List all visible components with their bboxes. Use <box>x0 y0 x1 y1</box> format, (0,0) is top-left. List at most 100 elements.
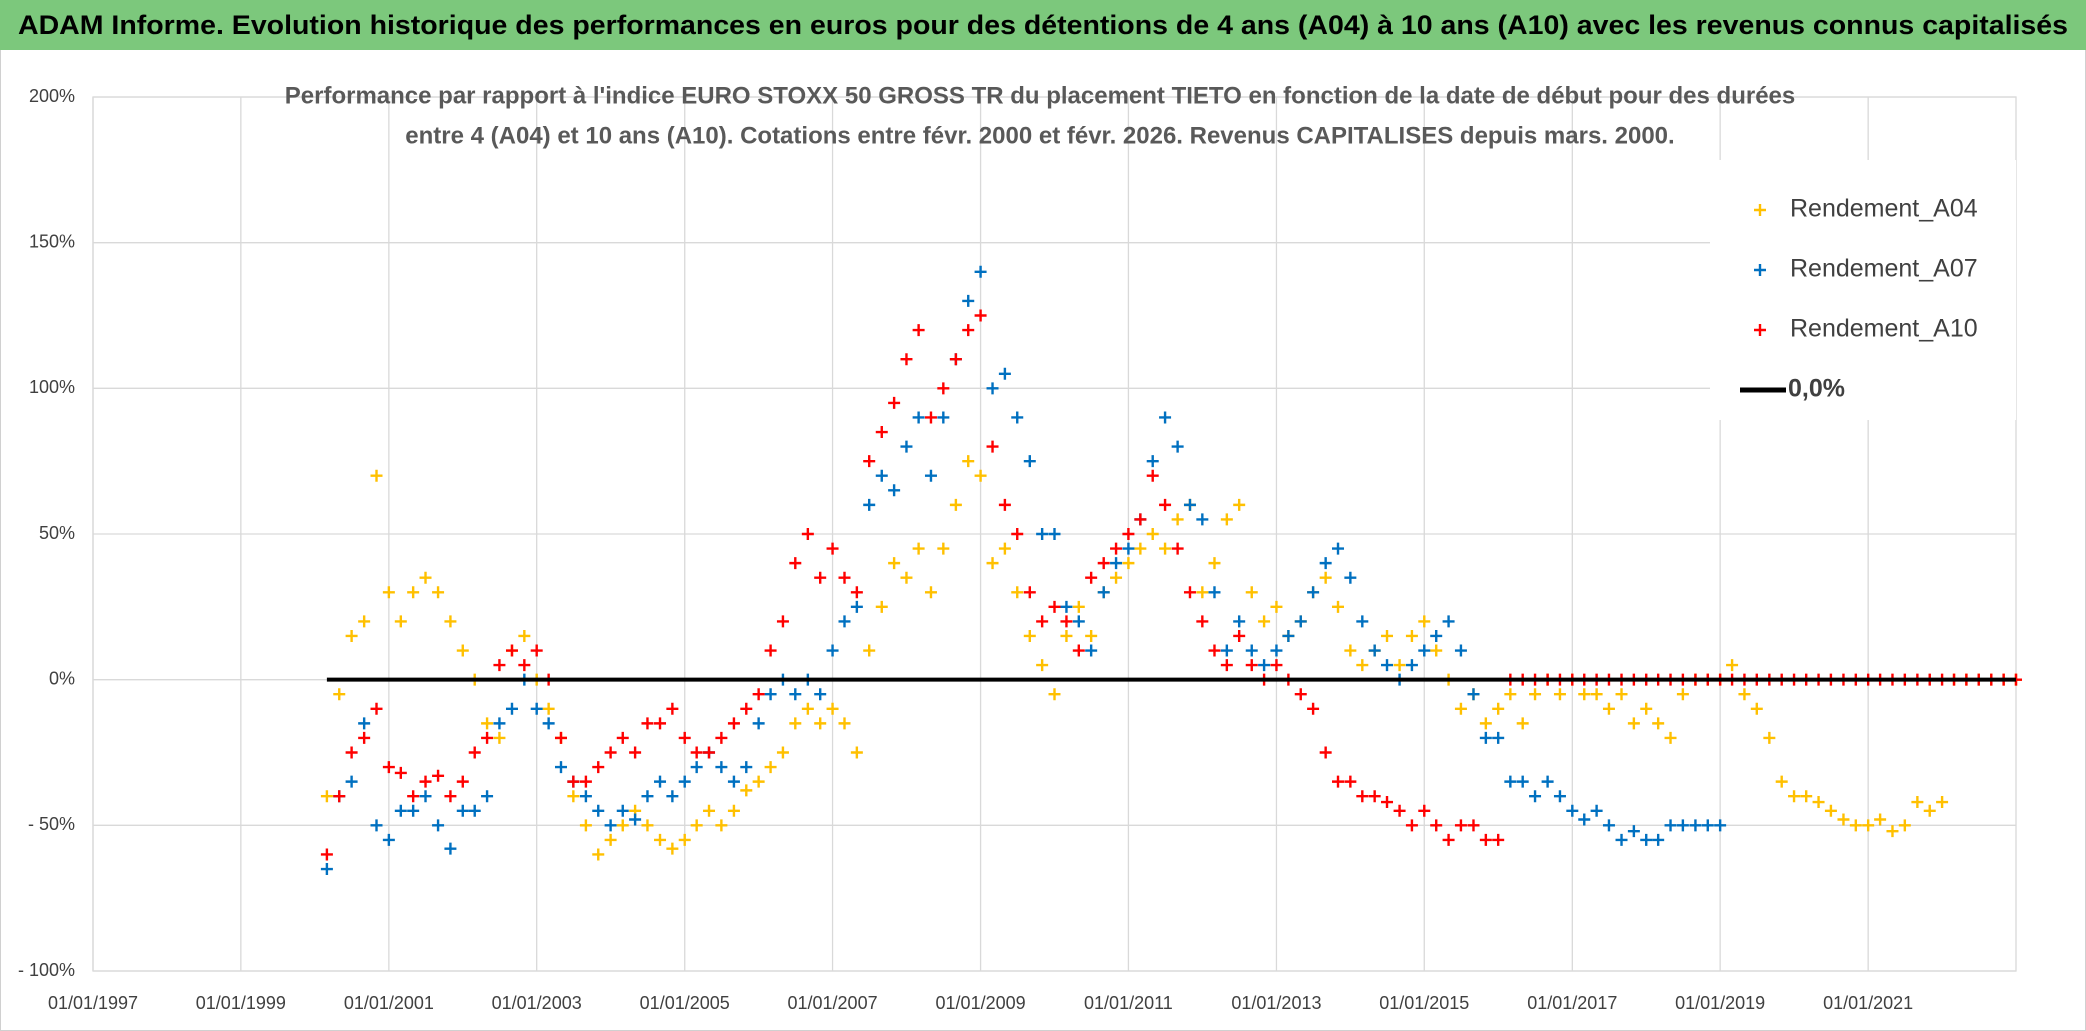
data-point <box>789 557 802 570</box>
data-point <box>690 819 703 832</box>
data-point <box>1282 629 1295 642</box>
data-point <box>616 731 629 744</box>
data-point <box>1590 688 1603 701</box>
data-point <box>1886 825 1899 838</box>
data-point <box>814 717 827 730</box>
data-point <box>358 615 371 628</box>
data-point <box>1048 528 1061 540</box>
y-tick-label: 200% <box>29 86 75 106</box>
data-point <box>468 804 481 817</box>
data-point <box>1319 557 1332 570</box>
data-point <box>826 702 839 715</box>
data-point <box>1381 659 1394 672</box>
data-point <box>690 761 703 774</box>
data-point <box>1738 688 1751 701</box>
data-point <box>1529 790 1542 803</box>
data-point <box>1405 659 1418 672</box>
data-point <box>654 833 667 846</box>
data-point <box>1492 833 1505 846</box>
data-point <box>1270 659 1283 672</box>
data-point <box>530 702 543 715</box>
data-point <box>1036 528 1049 540</box>
data-point <box>888 484 901 497</box>
data-point <box>1011 528 1024 540</box>
data-point <box>1405 819 1418 832</box>
data-point <box>974 469 987 482</box>
data-point <box>1368 790 1381 803</box>
data-point <box>1454 819 1467 832</box>
data-point <box>727 804 740 817</box>
data-point <box>1171 542 1184 555</box>
y-tick-label: 50% <box>39 523 75 543</box>
data-point <box>1701 819 1714 832</box>
data-point <box>838 615 851 628</box>
data-point <box>641 717 654 730</box>
x-tick-label: 01/01/2011 <box>1084 993 1173 1013</box>
data-point <box>789 688 802 701</box>
data-point <box>1418 804 1431 817</box>
data-point <box>320 848 333 861</box>
data-point <box>1233 615 1246 628</box>
data-point <box>752 775 765 788</box>
data-point <box>764 644 777 657</box>
data-point <box>567 775 580 788</box>
data-point <box>727 717 740 730</box>
data-point <box>1085 571 1098 584</box>
data-point <box>1220 513 1233 526</box>
data-point <box>1344 775 1357 788</box>
data-point <box>456 775 469 788</box>
data-point <box>715 731 728 744</box>
chart-title: ADAM Informe. Evolution historique des p… <box>18 10 2068 40</box>
data-point <box>875 426 888 439</box>
data-point <box>740 761 753 774</box>
data-point <box>481 790 494 803</box>
data-point <box>1775 775 1788 788</box>
data-point <box>518 659 531 672</box>
data-point <box>592 804 605 817</box>
data-point <box>888 557 901 570</box>
data-point <box>358 731 371 744</box>
data-point <box>1602 702 1615 715</box>
data-point <box>1146 455 1159 468</box>
x-tick-label: 01/01/2001 <box>344 993 434 1013</box>
data-point <box>863 455 876 468</box>
data-point <box>1578 813 1591 826</box>
data-point <box>776 615 789 628</box>
data-point <box>1294 688 1307 701</box>
data-point <box>703 746 716 759</box>
chart-subtitle: Performance par rapport à l'indice EURO … <box>285 82 1795 109</box>
x-tick-label: 01/01/2005 <box>640 993 730 1013</box>
data-point <box>345 775 358 788</box>
data-point <box>1849 819 1862 832</box>
data-point <box>579 819 592 832</box>
data-point <box>1183 498 1196 511</box>
data-point <box>641 819 654 832</box>
data-point <box>814 688 827 701</box>
data-point <box>1036 615 1049 628</box>
data-point <box>1788 790 1801 803</box>
data-point <box>1319 746 1332 759</box>
data-point <box>629 746 642 759</box>
x-tick-label: 01/01/1999 <box>196 993 286 1013</box>
legend-swatch <box>1754 204 1766 216</box>
data-point <box>567 790 580 803</box>
data-point <box>949 353 962 366</box>
data-point <box>678 775 691 788</box>
data-point <box>1615 688 1628 701</box>
x-tick-label: 01/01/2021 <box>1823 993 1913 1013</box>
data-point <box>1356 790 1369 803</box>
data-point <box>1110 542 1123 555</box>
data-point <box>850 746 863 759</box>
x-tick-label: 01/01/2013 <box>1231 993 1321 1013</box>
y-tick-label: 0% <box>49 668 75 688</box>
data-point <box>1060 600 1073 613</box>
data-point <box>1208 557 1221 570</box>
data-point <box>826 542 839 555</box>
data-point <box>1220 644 1233 657</box>
data-point <box>468 746 481 759</box>
data-point <box>1196 615 1209 628</box>
data-point <box>666 790 679 803</box>
data-point <box>1085 629 1098 642</box>
